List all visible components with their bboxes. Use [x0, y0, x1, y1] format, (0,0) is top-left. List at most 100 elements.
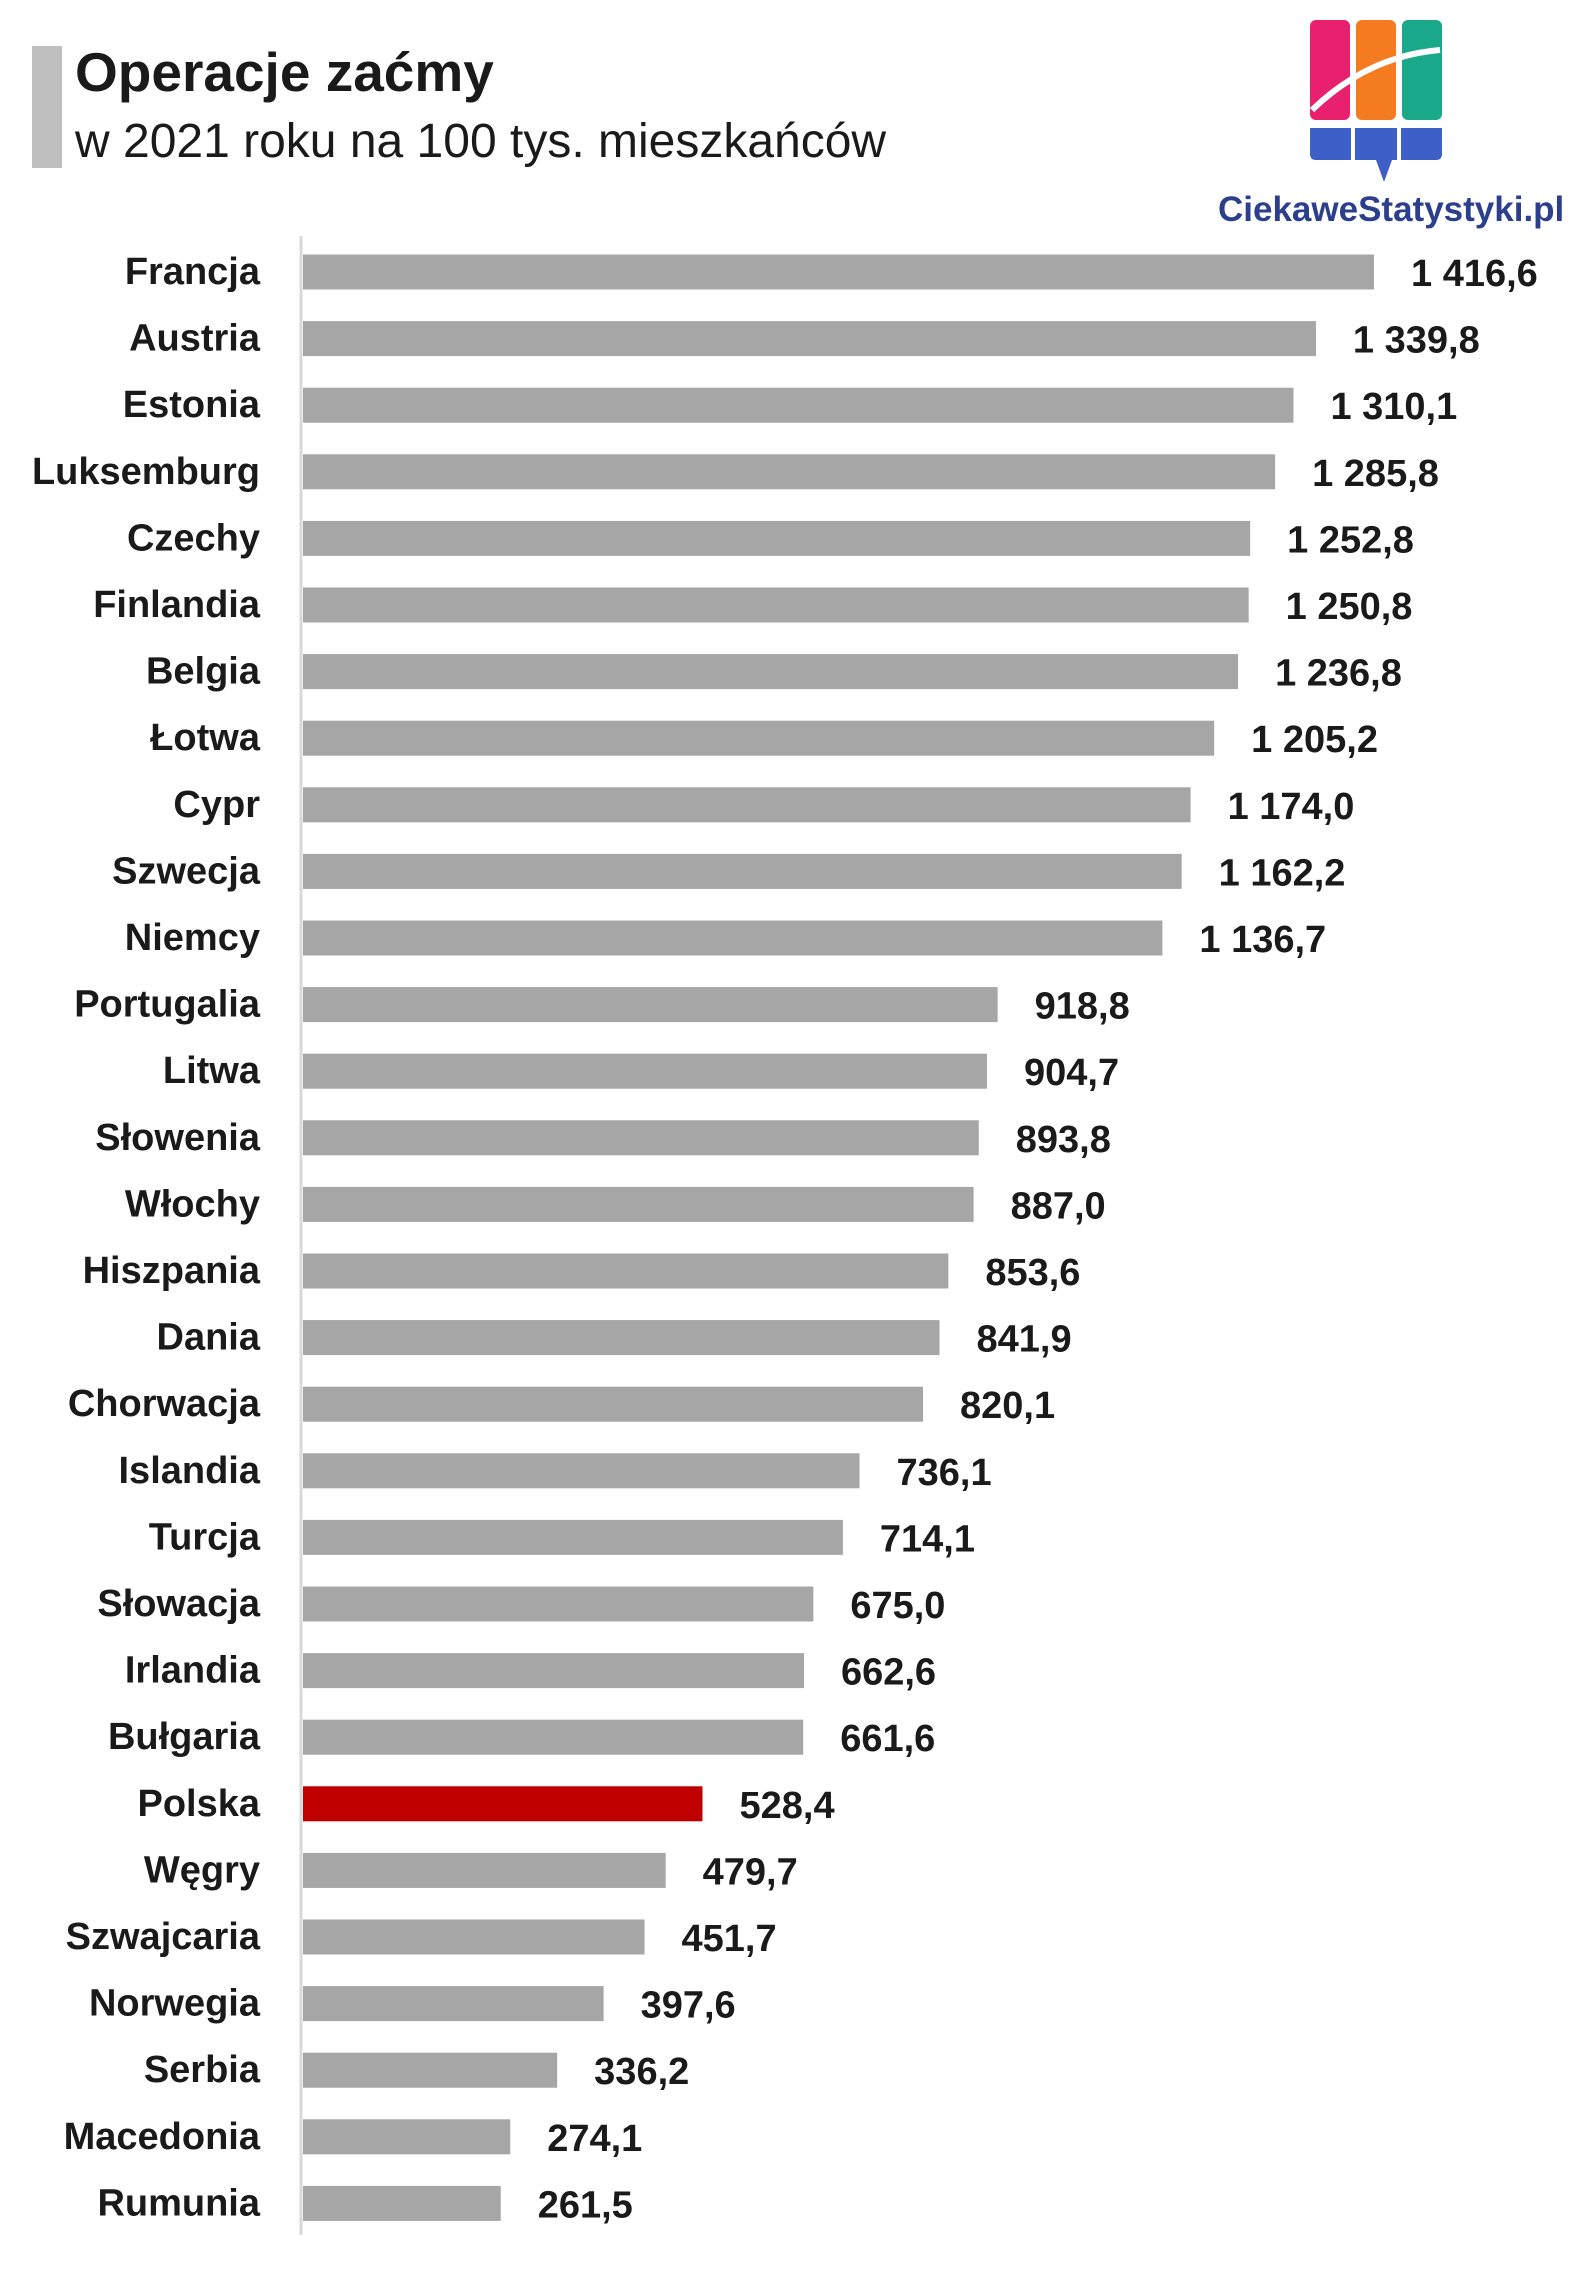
value-label: 714,1 [880, 1518, 975, 1560]
bar [303, 1852, 666, 1888]
logo-blue-bubble [1310, 128, 1442, 182]
bar [303, 987, 998, 1023]
value-label: 1 174,0 [1228, 786, 1355, 828]
bar [303, 2185, 501, 2221]
value-label: 820,1 [960, 1385, 1055, 1427]
category-label: Słowacja [97, 1583, 260, 1625]
value-label: 528,4 [739, 1785, 834, 1827]
bar [303, 1053, 987, 1089]
category-label: Bułgaria [108, 1716, 261, 1758]
category-label: Czechy [127, 517, 260, 559]
value-label: 662,6 [841, 1652, 936, 1694]
brand-text: CiekaweStatystyki.pl [1218, 190, 1565, 229]
bar [303, 321, 1316, 357]
bar [303, 2119, 511, 2155]
logo-pink-block [1310, 20, 1350, 120]
bar [303, 720, 1215, 756]
value-label: 451,7 [682, 1918, 777, 1960]
bar [303, 920, 1163, 956]
value-label: 1 136,7 [1199, 919, 1326, 961]
bar [303, 853, 1182, 889]
value-label: 918,8 [1035, 986, 1130, 1028]
bar [303, 1586, 814, 1622]
category-label: Litwa [163, 1050, 261, 1092]
chart-title: Operacje zaćmy [75, 41, 494, 103]
value-label: 274,1 [547, 2118, 642, 2160]
value-label: 887,0 [1011, 1185, 1106, 1227]
bar [303, 1653, 804, 1689]
category-label: Francja [125, 251, 261, 293]
bar [303, 454, 1276, 490]
value-label: 1 162,2 [1219, 852, 1346, 894]
category-label: Cypr [173, 784, 260, 826]
category-label: Belgia [146, 651, 261, 693]
value-label: 904,7 [1024, 1052, 1119, 1094]
brand-logo-icon [1308, 20, 1444, 182]
bar [303, 2052, 558, 2088]
value-label: 1 205,2 [1251, 719, 1378, 761]
category-label: Irlandia [125, 1650, 261, 1692]
value-label: 479,7 [703, 1851, 798, 1893]
bar [303, 1453, 860, 1489]
title-accent-bar [32, 46, 62, 168]
category-label: Luksemburg [32, 451, 260, 493]
bar [303, 387, 1294, 423]
category-label: Szwecja [112, 850, 261, 892]
bar [303, 1986, 604, 2022]
logo-teal-block [1402, 20, 1442, 120]
value-label: 661,6 [840, 1718, 935, 1760]
value-label: 1 285,8 [1312, 453, 1439, 495]
value-label: 1 416,6 [1411, 253, 1538, 295]
bar [303, 1519, 843, 1555]
category-label: Polska [137, 1783, 260, 1825]
value-label: 1 252,8 [1287, 519, 1414, 561]
logo-growth-curve [1309, 47, 1441, 113]
bar [303, 1253, 949, 1289]
value-label: 736,1 [897, 1452, 992, 1494]
category-label: Norwegia [89, 1983, 261, 2025]
category-label: Austria [129, 318, 261, 360]
chart-subtitle: w 2021 roku na 100 tys. mieszkańców [75, 115, 887, 168]
category-label: Hiszpania [83, 1250, 261, 1292]
category-label: Portugalia [74, 984, 261, 1026]
value-label: 1 236,8 [1275, 653, 1402, 695]
category-label: Finlandia [93, 584, 261, 626]
category-label: Niemcy [125, 917, 260, 959]
value-label: 397,6 [641, 1985, 736, 2027]
category-label: Dania [157, 1317, 261, 1359]
category-label: Słowenia [95, 1117, 261, 1159]
category-label: Serbia [144, 2049, 261, 2091]
category-label: Estonia [123, 384, 261, 426]
bar [303, 1386, 924, 1422]
category-label: Rumunia [97, 2182, 260, 2224]
bar [303, 654, 1239, 690]
category-label: Włochy [125, 1183, 260, 1225]
category-label: Szwajcaria [66, 1916, 261, 1958]
value-label: 261,5 [538, 2184, 633, 2226]
value-label: 336,2 [594, 2051, 689, 2093]
bar [303, 1120, 979, 1156]
value-label: 841,9 [977, 1319, 1072, 1361]
value-label: 675,0 [850, 1585, 945, 1627]
bar [303, 520, 1251, 556]
bar [303, 1186, 974, 1222]
bar [303, 1719, 804, 1755]
category-label: Macedonia [64, 2116, 261, 2158]
bar [303, 787, 1191, 823]
category-label: Turcja [149, 1516, 261, 1558]
bar-highlight [303, 1786, 703, 1822]
bar [303, 1919, 645, 1955]
bar [303, 587, 1249, 623]
bar [303, 1320, 940, 1356]
value-label: 1 339,8 [1353, 320, 1480, 362]
value-label: 1 310,1 [1330, 386, 1457, 428]
value-label: 853,6 [985, 1252, 1080, 1294]
bar [303, 254, 1374, 290]
value-label: 1 250,8 [1286, 586, 1413, 628]
category-label: Islandia [119, 1450, 261, 1492]
category-label: Chorwacja [68, 1383, 261, 1425]
category-label: Łotwa [150, 717, 261, 759]
category-label: Węgry [144, 1849, 260, 1891]
value-label: 893,8 [1016, 1119, 1111, 1161]
